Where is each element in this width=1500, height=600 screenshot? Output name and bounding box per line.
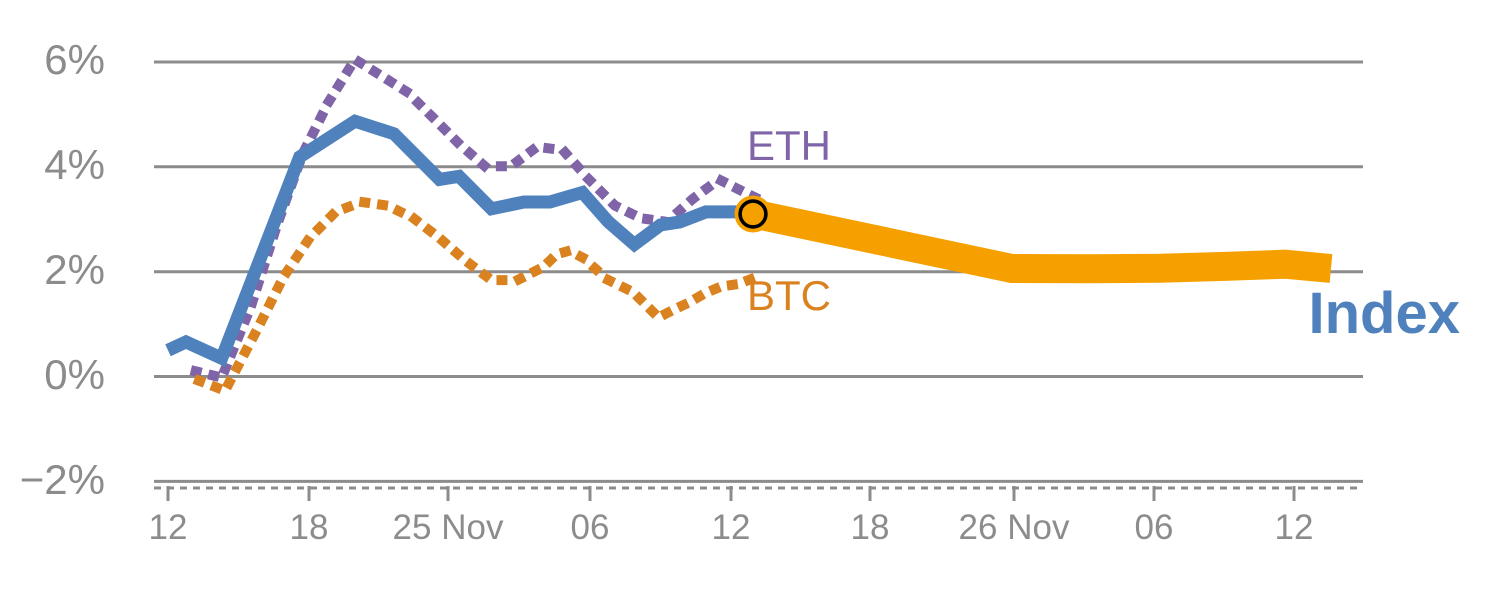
- svg-text:18: 18: [851, 508, 890, 547]
- svg-text:12: 12: [712, 508, 751, 547]
- svg-text:12: 12: [1275, 508, 1314, 547]
- svg-text:18: 18: [290, 508, 329, 547]
- svg-text:6%: 6%: [44, 36, 105, 83]
- svg-text:12: 12: [149, 508, 188, 547]
- svg-text:ETH: ETH: [747, 122, 831, 169]
- svg-text:−2%: −2%: [20, 456, 105, 503]
- svg-text:2%: 2%: [44, 246, 105, 293]
- svg-text:Index: Index: [1309, 281, 1461, 346]
- svg-text:06: 06: [1135, 508, 1174, 547]
- svg-text:25 Nov: 25 Nov: [393, 508, 504, 547]
- svg-text:06: 06: [571, 508, 610, 547]
- svg-text:4%: 4%: [44, 141, 105, 188]
- svg-text:26 Nov: 26 Nov: [959, 508, 1070, 547]
- svg-text:0%: 0%: [44, 351, 105, 398]
- svg-text:BTC: BTC: [747, 272, 831, 319]
